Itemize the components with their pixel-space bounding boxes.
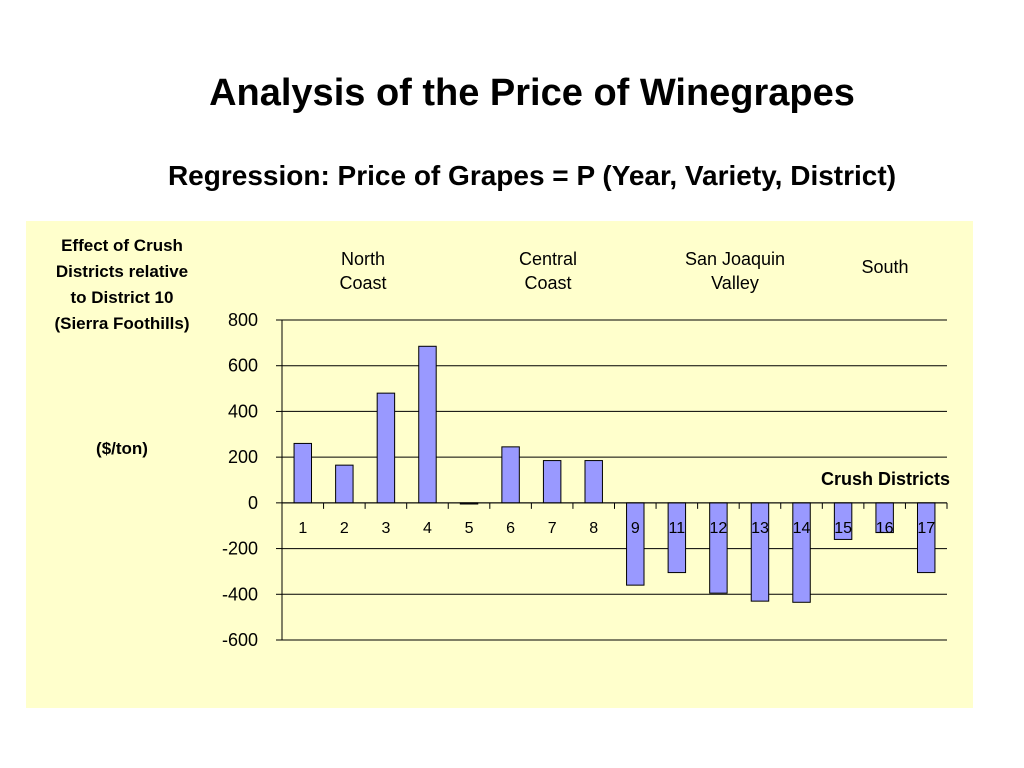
region-label-central-coast: Central Coast (518, 249, 578, 293)
x-tick-label: 5 (465, 520, 474, 537)
x-tick-label: 6 (506, 520, 515, 537)
bar-district-9 (626, 502, 645, 586)
y-tick-label: -400 (222, 584, 258, 604)
y-tick-label: 400 (228, 401, 258, 421)
x-tick-label: 3 (381, 520, 390, 537)
x-tick-label: 2 (340, 520, 349, 537)
bar-district-13 (750, 502, 770, 602)
y-tick-label: 800 (228, 310, 258, 330)
bar-district-1 (293, 442, 313, 504)
y-axis-title: Effect of Crush Districts relative to Di… (54, 236, 190, 333)
y-tick-label: 0 (248, 493, 258, 513)
region-label-north-coast: North Coast (339, 249, 387, 293)
y-tick-label: -600 (222, 630, 258, 650)
x-tick-label: 13 (751, 520, 769, 537)
bar-district-6 (501, 446, 520, 504)
bar-district-2 (335, 464, 354, 504)
x-tick-label: 11 (669, 520, 686, 537)
bar-district-3 (376, 392, 396, 504)
bar-district-17 (916, 502, 936, 574)
axes (276, 319, 948, 641)
bars (293, 345, 936, 603)
x-tick-label: 12 (710, 520, 728, 537)
x-tick-label: 9 (631, 520, 640, 537)
bar-district-7 (542, 460, 562, 504)
region-label-south: South (861, 257, 909, 277)
y-axis-unit: ($/ton) (96, 439, 148, 458)
x-tick-label: 8 (589, 520, 598, 537)
y-tick-label: -200 (222, 539, 258, 559)
x-tick-label: 7 (548, 520, 557, 537)
x-tick-label: 15 (834, 520, 852, 537)
chart-panel (26, 221, 973, 708)
x-tick-label: 17 (917, 520, 935, 537)
x-tick-label: 4 (423, 520, 432, 537)
slide-subtitle: Regression: Price of Grapes = P (Year, V… (167, 160, 897, 191)
y-tick-label: 600 (228, 356, 258, 376)
y-tick-label: 200 (228, 447, 258, 467)
x-tick-label: 16 (876, 520, 894, 537)
bar-district-11 (667, 502, 687, 574)
bar-district-4 (418, 345, 437, 504)
bar-district-12 (709, 502, 728, 594)
x-tick-label: 1 (298, 520, 307, 537)
slide-title: Analysis of the Price of Winegrapes (209, 72, 855, 114)
bar-district-14 (792, 502, 811, 603)
x-axis-title: Crush Districts (821, 469, 950, 489)
x-tick-label: 14 (793, 520, 811, 537)
region-label-san-joaquin-valley: San Joaquin Valley (684, 249, 786, 293)
bar-district-8 (584, 460, 603, 504)
